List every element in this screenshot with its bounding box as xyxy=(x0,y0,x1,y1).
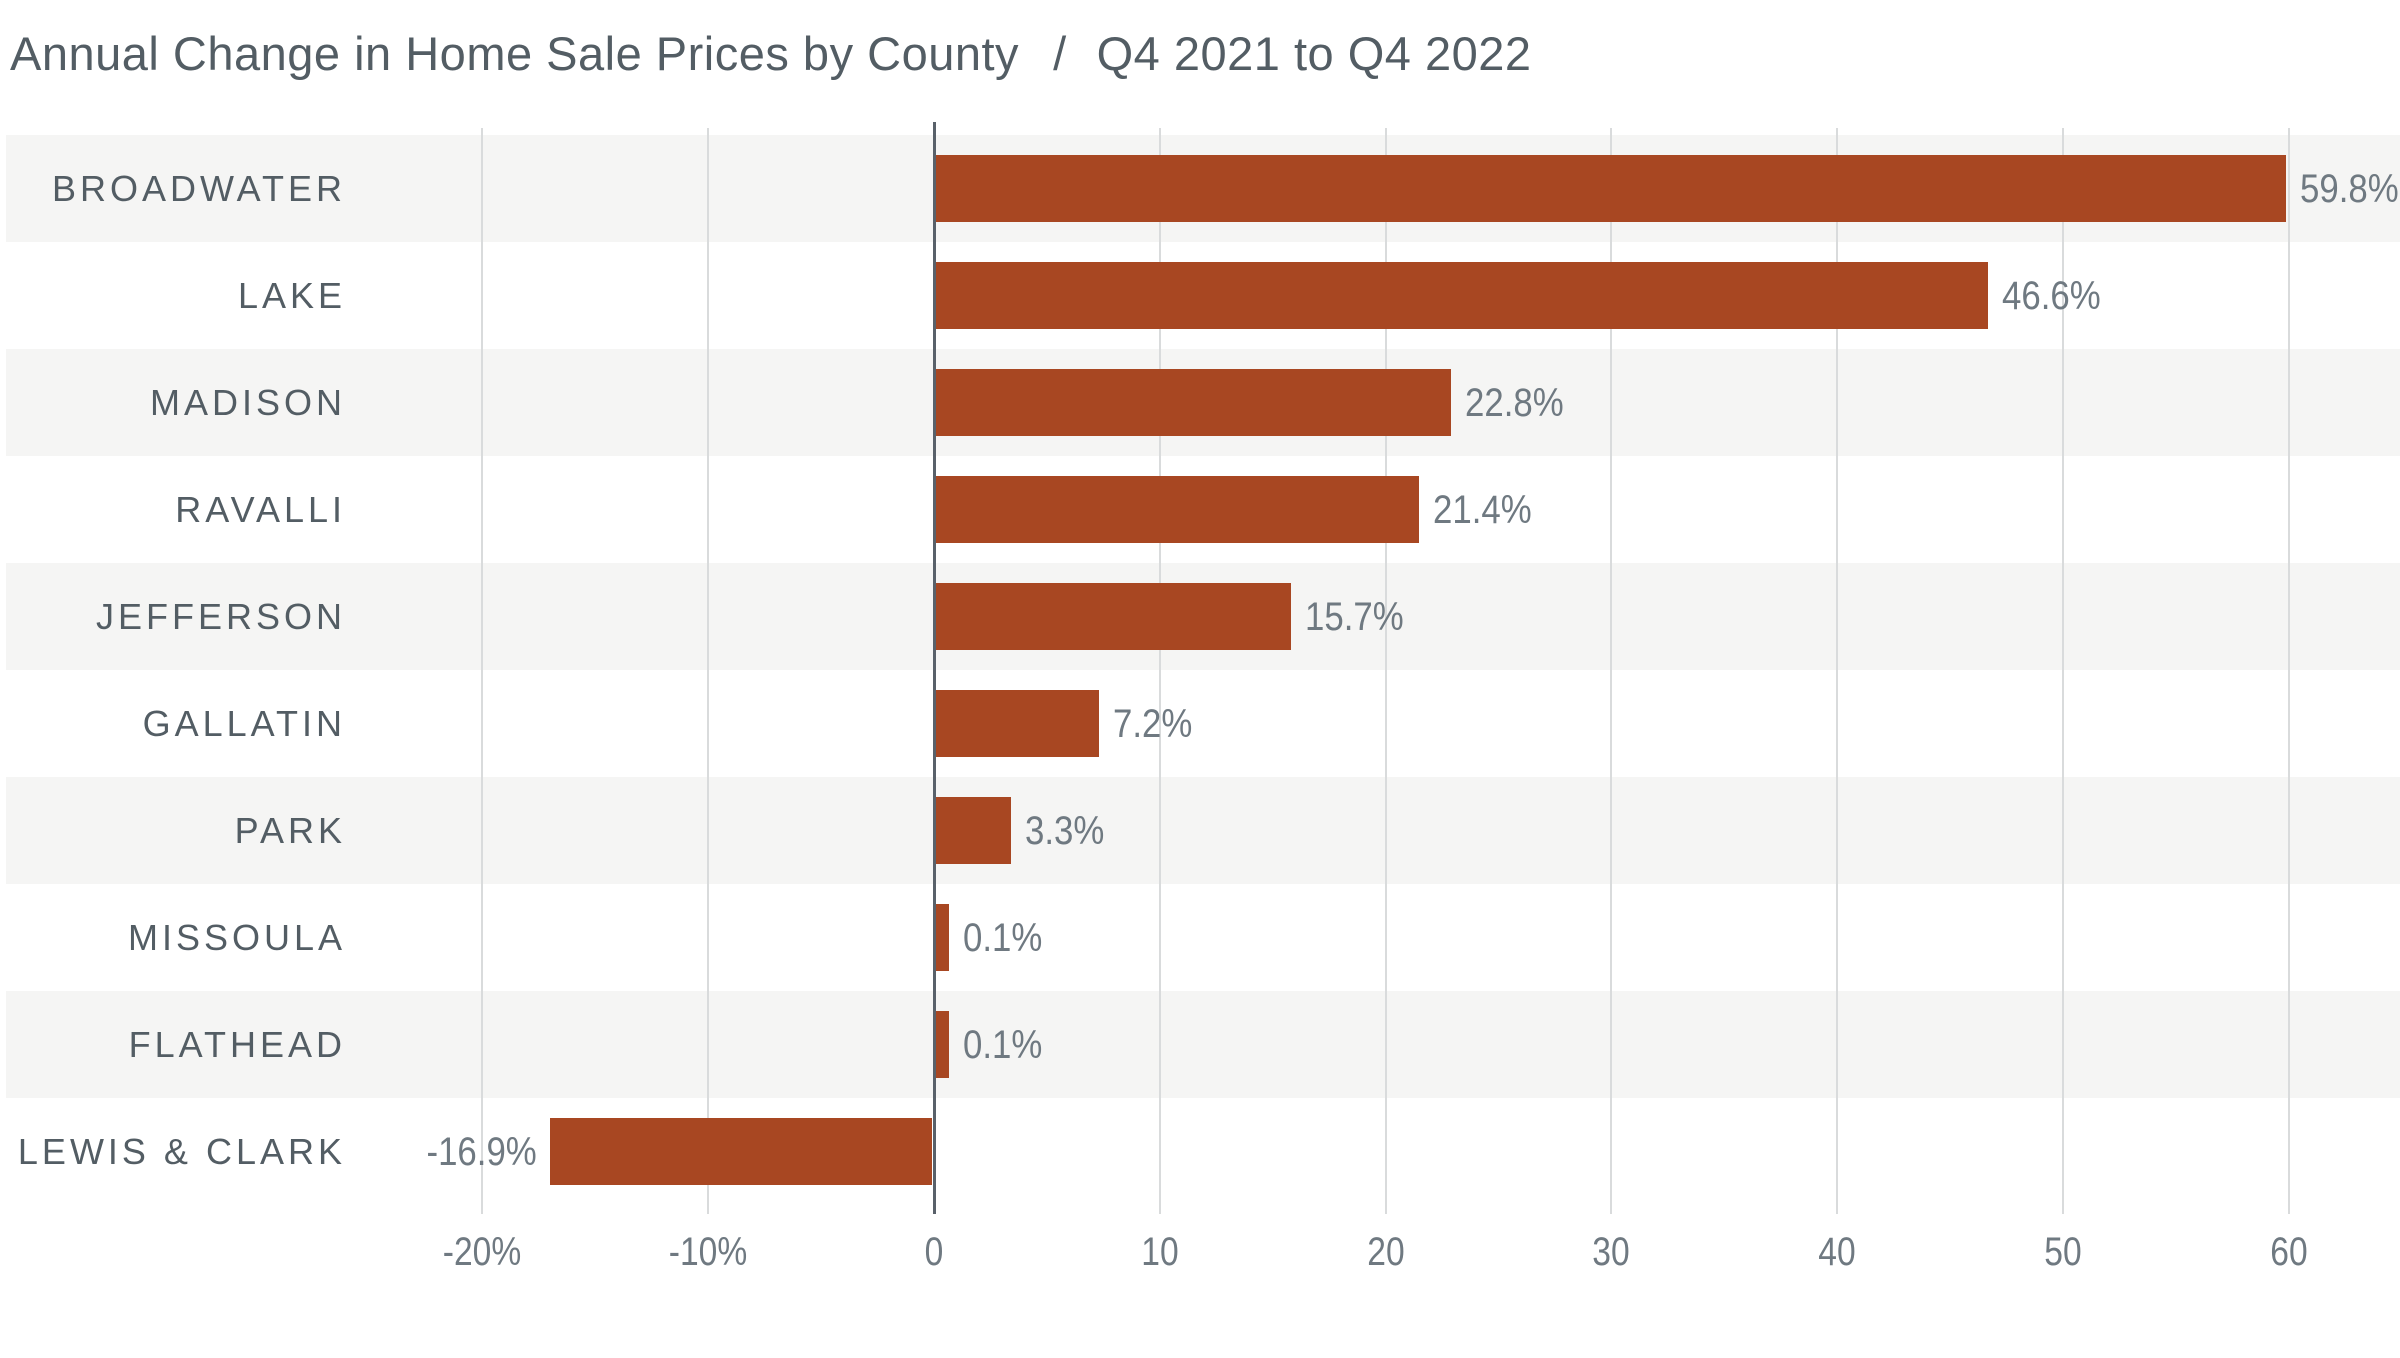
x-tick-label: -10% xyxy=(668,1230,748,1274)
gridline xyxy=(1384,128,1387,1214)
row-band xyxy=(6,991,2400,1098)
bar xyxy=(936,476,1420,543)
value-label: 21.4% xyxy=(1433,487,1532,532)
value-label: 59.8% xyxy=(2300,166,2399,211)
zero-axis-line xyxy=(932,122,936,1214)
gridline xyxy=(2287,128,2290,1214)
category-label: PARK xyxy=(234,809,346,851)
category-label: LEWIS & CLARK xyxy=(17,1130,346,1172)
x-tick-label: 40 xyxy=(1818,1230,1856,1274)
x-tick-label: 30 xyxy=(1592,1230,1631,1274)
x-tick-label: 60 xyxy=(2270,1230,2308,1274)
bar xyxy=(936,1011,949,1078)
chart-title-period: Q4 2021 to Q4 2022 xyxy=(1096,27,1532,80)
gridline xyxy=(1836,128,1839,1214)
chart-title: Annual Change in Home Sale Prices by Cou… xyxy=(10,24,1532,84)
bar xyxy=(936,155,2287,222)
row-band xyxy=(6,777,2400,884)
category-label: JEFFERSON xyxy=(95,595,346,637)
gridline xyxy=(1610,128,1613,1214)
value-label: 7.2% xyxy=(1112,701,1192,746)
value-label: -16.9% xyxy=(426,1129,537,1174)
category-label: LAKE xyxy=(237,274,346,316)
gridline xyxy=(2062,128,2064,1214)
category-label: GALLATIN xyxy=(142,702,346,744)
bar xyxy=(550,1118,932,1185)
bar xyxy=(936,904,949,971)
x-tick-label: 20 xyxy=(1366,1230,1405,1274)
bar xyxy=(936,583,1291,650)
x-tick-label: 10 xyxy=(1141,1230,1179,1274)
value-label: 0.1% xyxy=(963,1022,1043,1067)
x-tick-label: 0 xyxy=(924,1230,944,1274)
x-tick-label: -20% xyxy=(443,1230,522,1274)
category-label: MISSOULA xyxy=(127,916,346,958)
category-label: MADISON xyxy=(149,381,346,423)
value-label: 46.6% xyxy=(2002,273,2101,318)
category-label: RAVALLI xyxy=(175,488,346,530)
chart-title-main: Annual Change in Home Sale Prices by Cou… xyxy=(10,27,1020,80)
bar xyxy=(936,262,1989,329)
bar xyxy=(936,369,1451,436)
value-label: 22.8% xyxy=(1464,380,1564,425)
category-label: FLATHEAD xyxy=(128,1023,346,1065)
bar xyxy=(936,797,1011,864)
gridline xyxy=(707,128,710,1214)
value-label: 0.1% xyxy=(963,915,1043,960)
value-label: 15.7% xyxy=(1304,594,1404,639)
bar xyxy=(936,690,1099,757)
x-tick-label: 50 xyxy=(2044,1230,2082,1274)
gridline xyxy=(1158,128,1161,1214)
chart-title-separator: / xyxy=(1053,27,1067,80)
value-label: 3.3% xyxy=(1024,808,1104,853)
category-label: BROADWATER xyxy=(51,167,346,209)
gridline xyxy=(481,128,484,1214)
